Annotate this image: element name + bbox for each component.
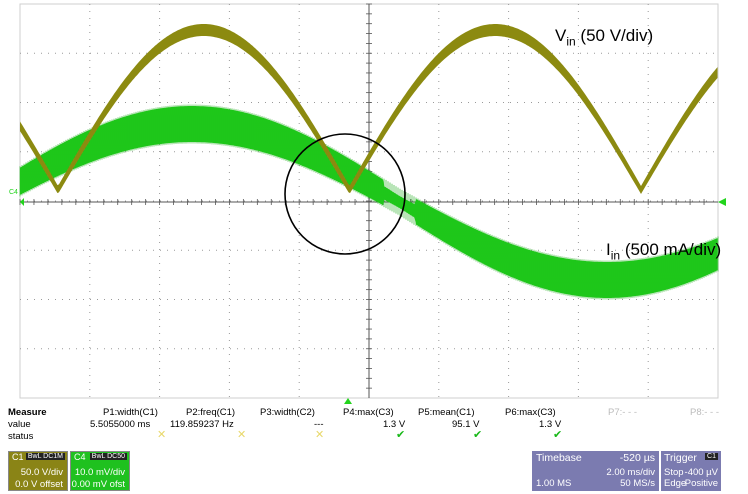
timebase-label: Timebase [536,452,582,464]
param-value: 1.3 V [383,419,406,430]
timebase-rate: 50 MS/s [620,478,655,489]
trigger-slope: Positive [684,478,718,489]
channel-4-ground-marker [20,198,24,206]
trigger-level-marker[interactable] [718,198,726,206]
trigger-source-badge: C1 [705,453,718,460]
trigger-type: Edge [664,478,687,489]
timebase-points: 1.00 MS [536,478,572,489]
trigger-position-marker[interactable] [344,398,352,404]
voltage-band [20,24,718,194]
channel-4-badge: BwL DC50 [89,453,127,460]
param-label[interactable]: P1:width(C1) [103,407,158,418]
param-label[interactable]: P2:freq(C1) [186,407,236,418]
status-x-icon: ✕ [157,429,167,441]
timebase-delay: -520 µs [619,452,655,464]
channel-1-offset: 0.0 V offset [15,479,63,490]
current-noise [19,104,719,300]
param-value: 119.859237 Hz [170,419,234,430]
status-x-icon: ✕ [237,429,247,441]
measure-title: Measure [8,407,47,418]
param-value: --- [314,419,324,430]
param-value: 5.5055000 ms [90,419,151,430]
channel-1-name: C1 [12,452,24,462]
measure-table: Measure value status P1:width(C1) P2:fre… [0,405,748,449]
status-check-icon: ✔ [473,429,483,441]
param-value: 1.3 V [539,419,562,430]
iin-annotation: Iin (500 mA/div) [606,240,722,263]
channel-1-descriptor[interactable]: C1 BwL DC1M 50.0 V/div 0.0 V offset [8,451,68,491]
param-label[interactable]: P6:max(C3) [505,407,556,418]
param-label[interactable]: P5:mean(C1) [418,407,475,418]
channel-4-descriptor[interactable]: C4 BwL DC50 10.0 mV/div 0.00 mV ofst [70,451,130,491]
highlight-circle [284,133,406,255]
trigger-label: Trigger [664,452,697,464]
channel-4-name: C4 [74,452,86,462]
current-waveform [19,104,719,300]
trigger-mode: Stop [664,467,684,478]
param-value: 95.1 V [452,419,480,430]
param-label[interactable]: P3:width(C2) [260,407,315,418]
param-label[interactable]: P4:max(C3) [343,407,394,418]
status-check-icon: ✔ [553,429,563,441]
channel-4-offset: 0.00 mV ofst [71,479,125,490]
timebase-descriptor[interactable]: Timebase -520 µs 2.00 ms/div 1.00 MS 50 … [532,451,659,491]
channel-4-scale: 10.0 mV/div [74,467,125,478]
param-label[interactable]: P7:- - - [608,407,638,418]
vin-annotation: Vin (50 V/div) [555,26,654,49]
graticule [19,3,719,399]
trigger-level: -400 µV [684,467,718,478]
voltage-waveform [20,24,718,194]
channel-4-marker: C4 [9,189,18,196]
value-row-label: value [8,419,31,430]
trigger-descriptor[interactable]: Trigger C1 Stop -400 µV Edge Positive [661,451,721,491]
status-check-icon: ✔ [396,429,406,441]
channel-1-scale: 50.0 V/div [20,467,63,478]
status-row-label: status [8,431,34,442]
status-x-icon: ✕ [315,429,325,441]
timebase-div: 2.00 ms/div [606,467,655,478]
channel-1-badge: BwL DC1M [25,453,65,460]
param-label[interactable]: P8:- - - [690,407,720,418]
